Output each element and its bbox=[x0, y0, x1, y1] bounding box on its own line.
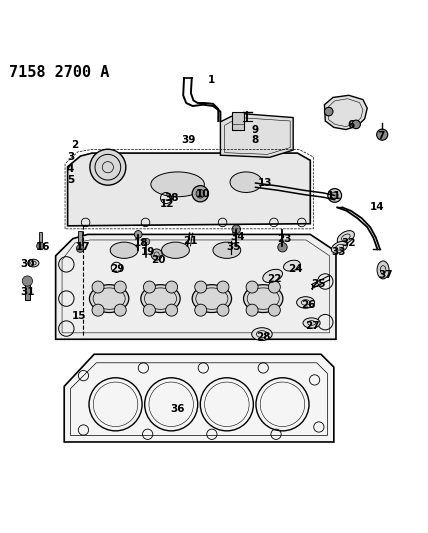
Text: 23: 23 bbox=[277, 233, 292, 244]
Ellipse shape bbox=[151, 172, 205, 197]
Ellipse shape bbox=[331, 241, 348, 253]
Circle shape bbox=[114, 281, 126, 293]
Circle shape bbox=[232, 225, 241, 233]
Ellipse shape bbox=[110, 242, 138, 259]
Circle shape bbox=[268, 281, 280, 293]
Text: 10: 10 bbox=[196, 189, 211, 199]
Circle shape bbox=[143, 304, 155, 316]
Text: 39: 39 bbox=[181, 135, 196, 145]
Polygon shape bbox=[220, 114, 293, 157]
Text: 31: 31 bbox=[21, 287, 35, 297]
Circle shape bbox=[324, 107, 333, 116]
Polygon shape bbox=[56, 235, 336, 340]
Text: 29: 29 bbox=[110, 264, 125, 273]
Text: 2: 2 bbox=[71, 140, 78, 150]
Text: 6: 6 bbox=[348, 120, 354, 130]
Circle shape bbox=[217, 281, 229, 293]
Text: 37: 37 bbox=[378, 270, 392, 280]
Circle shape bbox=[143, 238, 150, 245]
Text: 1: 1 bbox=[208, 75, 215, 85]
Circle shape bbox=[352, 120, 360, 128]
Circle shape bbox=[166, 281, 178, 293]
Text: 30: 30 bbox=[21, 260, 35, 269]
Ellipse shape bbox=[230, 172, 262, 192]
Text: 24: 24 bbox=[288, 264, 303, 273]
Text: 12: 12 bbox=[160, 199, 174, 209]
Circle shape bbox=[22, 276, 33, 286]
Circle shape bbox=[37, 242, 45, 250]
Ellipse shape bbox=[263, 269, 282, 282]
Circle shape bbox=[92, 281, 104, 293]
Ellipse shape bbox=[283, 260, 300, 271]
Circle shape bbox=[278, 243, 287, 252]
Text: 22: 22 bbox=[267, 274, 281, 284]
Ellipse shape bbox=[337, 231, 354, 244]
Circle shape bbox=[114, 304, 126, 316]
Bar bbox=[78, 231, 82, 248]
Polygon shape bbox=[64, 354, 334, 442]
Ellipse shape bbox=[244, 285, 283, 312]
Circle shape bbox=[134, 231, 142, 238]
Ellipse shape bbox=[297, 297, 315, 308]
Ellipse shape bbox=[213, 242, 241, 259]
Text: 21: 21 bbox=[183, 236, 198, 246]
Circle shape bbox=[195, 304, 207, 316]
Text: 3: 3 bbox=[67, 152, 74, 163]
Circle shape bbox=[195, 281, 207, 293]
Circle shape bbox=[217, 304, 229, 316]
Text: 33: 33 bbox=[331, 247, 345, 256]
Polygon shape bbox=[68, 153, 310, 226]
Text: 7: 7 bbox=[377, 131, 385, 141]
Ellipse shape bbox=[161, 242, 189, 259]
Circle shape bbox=[166, 304, 178, 316]
Ellipse shape bbox=[28, 259, 39, 267]
Text: 8: 8 bbox=[251, 135, 258, 145]
Ellipse shape bbox=[377, 261, 389, 279]
Circle shape bbox=[331, 192, 338, 199]
Text: 14: 14 bbox=[369, 201, 384, 212]
Text: 35: 35 bbox=[226, 242, 241, 252]
Bar bbox=[25, 281, 30, 300]
Text: 18: 18 bbox=[134, 238, 149, 248]
Ellipse shape bbox=[141, 285, 180, 312]
Circle shape bbox=[246, 304, 258, 316]
Text: 38: 38 bbox=[164, 193, 178, 203]
Circle shape bbox=[268, 304, 280, 316]
Circle shape bbox=[92, 304, 104, 316]
Text: 20: 20 bbox=[151, 255, 166, 265]
Ellipse shape bbox=[252, 328, 272, 341]
Bar bbox=[39, 232, 42, 246]
Text: 25: 25 bbox=[312, 279, 326, 289]
Text: 11: 11 bbox=[327, 191, 341, 201]
Text: 4: 4 bbox=[67, 164, 74, 174]
Polygon shape bbox=[324, 95, 367, 130]
Bar bbox=[232, 111, 244, 130]
Text: 32: 32 bbox=[342, 238, 356, 248]
Text: 7158 2700 A: 7158 2700 A bbox=[9, 66, 109, 80]
Text: 13: 13 bbox=[258, 178, 273, 188]
Ellipse shape bbox=[303, 318, 320, 328]
Circle shape bbox=[196, 189, 205, 198]
Circle shape bbox=[377, 129, 388, 140]
Text: 17: 17 bbox=[76, 242, 91, 252]
Text: 19: 19 bbox=[140, 247, 155, 256]
Circle shape bbox=[143, 281, 155, 293]
Circle shape bbox=[328, 189, 342, 203]
Text: 26: 26 bbox=[301, 300, 315, 310]
Circle shape bbox=[90, 149, 126, 185]
Text: 5: 5 bbox=[67, 175, 74, 185]
Text: 27: 27 bbox=[305, 321, 320, 332]
Circle shape bbox=[246, 281, 258, 293]
Text: 34: 34 bbox=[230, 231, 245, 241]
Text: 15: 15 bbox=[72, 311, 86, 321]
Circle shape bbox=[192, 185, 208, 202]
Text: 9: 9 bbox=[251, 125, 258, 134]
Ellipse shape bbox=[89, 285, 129, 312]
Text: 16: 16 bbox=[36, 242, 50, 252]
Circle shape bbox=[151, 249, 162, 260]
Text: 36: 36 bbox=[170, 403, 185, 414]
Ellipse shape bbox=[192, 285, 232, 312]
Circle shape bbox=[76, 245, 84, 253]
Text: 28: 28 bbox=[256, 332, 270, 342]
